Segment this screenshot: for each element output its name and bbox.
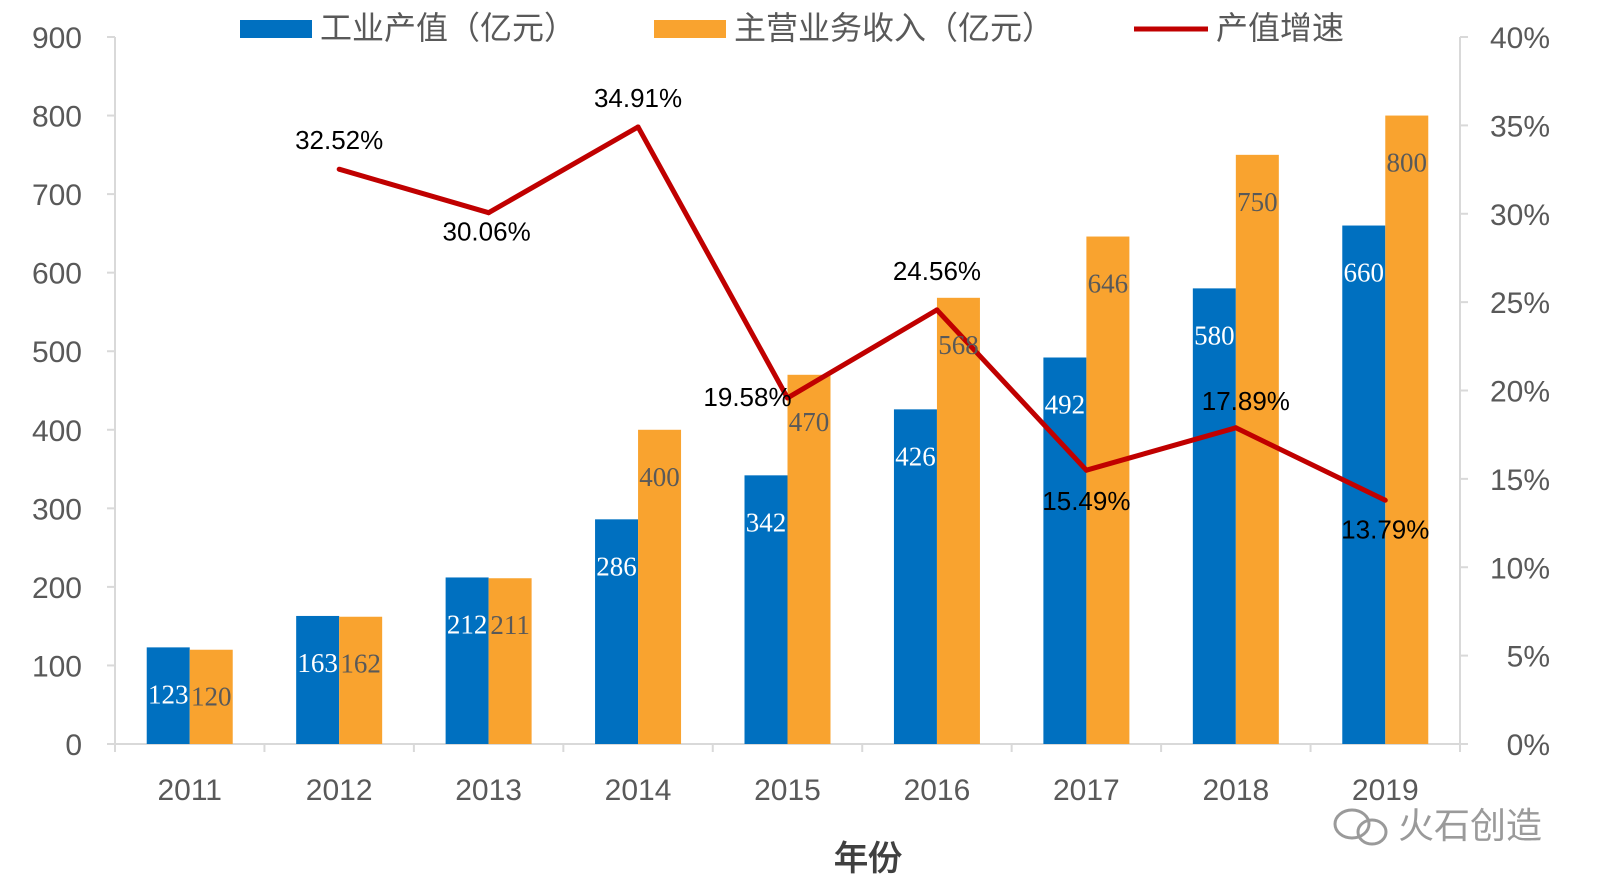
y-tick-label-right: 30% (1490, 199, 1550, 232)
bars (146, 115, 1429, 745)
bar-revenue (339, 616, 383, 744)
bar-output (445, 577, 489, 744)
bar-output (744, 475, 788, 744)
growth-label: 15.49% (1042, 486, 1130, 516)
bar-revenue-label: 646 (1088, 269, 1129, 299)
bar-revenue-label: 120 (191, 682, 232, 712)
x-tick-label: 2012 (306, 774, 373, 807)
y-tick-label-right: 0% (1507, 729, 1550, 762)
y-tick-label-left: 800 (32, 101, 82, 134)
y-tick-label-left: 700 (32, 179, 82, 212)
y-tick-label-left: 0 (65, 729, 82, 762)
bar-revenue (638, 429, 682, 744)
growth-label: 32.52% (295, 125, 383, 155)
bar-output (296, 615, 340, 744)
legend-label-output: 工业产值（亿元） (320, 9, 576, 47)
bar-revenue-label: 800 (1387, 148, 1428, 178)
wechat-icon (1333, 808, 1388, 846)
bar-revenue (936, 297, 980, 744)
bar-output (893, 409, 937, 744)
growth-label: 24.56% (893, 256, 981, 286)
y-tick-label-left: 300 (32, 493, 82, 526)
y-tick-label-right: 5% (1507, 641, 1550, 674)
bar-revenue (1086, 236, 1130, 744)
bar-output-label: 342 (746, 507, 787, 537)
growth-point (785, 395, 790, 401)
data-labels: 123 120 163 162 212 211 286 400 342 470 426 568 492 6… (148, 83, 1429, 712)
growth-point (1382, 497, 1388, 503)
x-tick-label: 2019 (1352, 774, 1419, 807)
y-tick-label-right: 15% (1490, 464, 1550, 497)
y-tick-label-left: 500 (32, 336, 82, 369)
y-tick-label-right: 10% (1490, 552, 1550, 585)
growth-point (934, 307, 940, 313)
bar-revenue (1235, 154, 1279, 745)
legend: 工业产值（亿元） 主营业务收入（亿元） 产值增速 (240, 9, 1344, 47)
y-tick-label-right: 20% (1490, 376, 1550, 409)
growth-line-path (338, 124, 1387, 503)
bar-revenue-label: 162 (340, 649, 381, 679)
legend-label-growth: 产值增速 (1216, 9, 1344, 47)
bar-revenue-label: 750 (1237, 187, 1278, 217)
growth-label: 30.06% (443, 217, 531, 247)
growth-point (336, 166, 342, 172)
bar-output-label: 212 (447, 609, 488, 639)
bar-output-label: 123 (148, 679, 189, 709)
growth-point (486, 210, 492, 216)
growth-label: 19.58% (703, 382, 791, 412)
growth-point (635, 124, 641, 130)
x-axis-title: 年份 (834, 839, 902, 879)
y-tick-label-left: 200 (32, 572, 82, 605)
bar-output (146, 647, 190, 744)
y-tick-label-left: 900 (32, 22, 82, 55)
bar-revenue-label: 211 (490, 610, 530, 640)
x-tick-label: 2013 (455, 774, 522, 807)
x-tick-label: 2017 (1053, 774, 1120, 807)
y-tick-label-right: 35% (1490, 110, 1550, 143)
growth-label: 34.91% (594, 83, 682, 113)
growth-point (1233, 425, 1239, 431)
y-tick-label-left: 400 (32, 415, 82, 448)
bar-revenue-label: 568 (938, 330, 979, 360)
bar-revenue-label: 470 (789, 407, 830, 437)
y-tick-label-right: 25% (1490, 287, 1550, 320)
y-tick-label-right: 40% (1490, 22, 1550, 55)
bar-output (1192, 288, 1236, 744)
x-tick-label: 2018 (1202, 774, 1269, 807)
bar-revenue (1385, 115, 1429, 745)
watermark: 火石创造 (1333, 806, 1542, 847)
bar-output-label: 492 (1045, 390, 1086, 420)
bar-output (1043, 357, 1087, 744)
legend-swatch-revenue (654, 20, 726, 38)
growth-point (1083, 467, 1089, 473)
x-tick-label: 2015 (754, 774, 821, 807)
watermark-text: 火石创造 (1398, 806, 1542, 847)
bar-output-label: 426 (895, 441, 936, 471)
x-tick-label: 2014 (605, 774, 672, 807)
y-tick-label-left: 600 (32, 258, 82, 291)
bar-output (595, 519, 639, 744)
bar-output-label: 163 (297, 648, 338, 678)
bar-output-label: 580 (1194, 320, 1235, 350)
legend-label-revenue: 主营业务收入（亿元） (734, 9, 1054, 47)
bar-output-label: 286 (596, 551, 637, 581)
bar-revenue (787, 374, 831, 744)
bar-revenue (488, 578, 532, 744)
x-tick-label: 2011 (157, 774, 222, 807)
legend-swatch-output (240, 20, 312, 38)
bar-output-label: 660 (1344, 258, 1385, 288)
growth-line (336, 124, 1388, 503)
growth-label: 17.89% (1202, 386, 1290, 416)
growth-label: 13.79% (1341, 514, 1429, 544)
axes: 0 100 200 300 400 500 600 700 800 900 0% 5% 10% 15% 20… (32, 22, 1550, 807)
y-tick-label-left: 100 (32, 650, 82, 683)
x-tick-label: 2016 (904, 774, 971, 807)
bar-revenue (189, 649, 233, 744)
bar-revenue-label: 400 (639, 462, 680, 492)
